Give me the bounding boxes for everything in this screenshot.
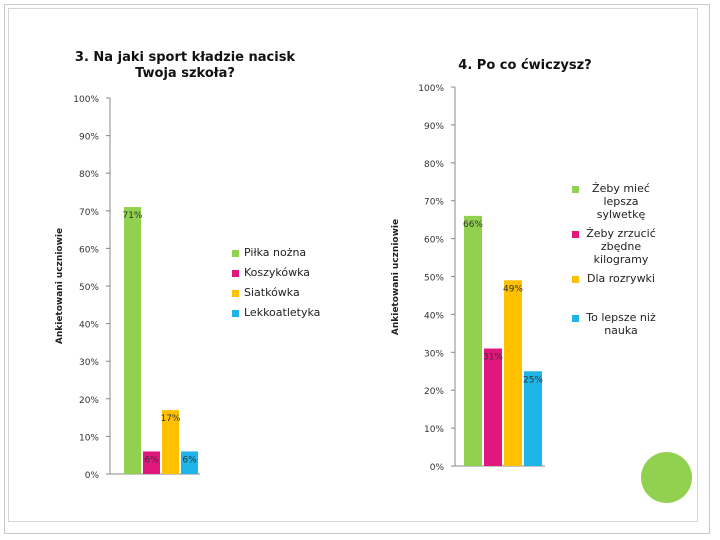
chart2-data-label: 49% [503, 284, 523, 294]
legend-item: Dla rozrywki [572, 272, 658, 285]
slide-frame [4, 4, 710, 534]
chart2-tick-label: 10% [424, 425, 444, 435]
chart1-y-label: Ankietowani uczniowie [55, 228, 65, 344]
chart1-bar [124, 207, 141, 475]
legend-label: Piłka nożna [244, 246, 307, 259]
legend-swatch [232, 250, 239, 257]
legend-swatch [572, 276, 579, 283]
legend-swatch [572, 315, 579, 322]
chart1-bar [162, 410, 179, 474]
legend-item: Koszykówka [232, 266, 320, 279]
legend-swatch [232, 270, 239, 277]
legend-label: To lepsze niż nauka [586, 311, 656, 337]
chart1-tick-label: 70% [79, 208, 99, 218]
chart2-tick-label: 100% [418, 84, 444, 94]
chart2-data-label: 25% [523, 375, 543, 385]
chart2-tick-label: 90% [424, 122, 444, 132]
chart2-bar [464, 215, 482, 466]
chart1-data-label: 6% [182, 455, 197, 465]
chart2-data-label: 66% [463, 220, 483, 230]
legend-label: Dla rozrywki [586, 272, 655, 285]
legend-swatch [572, 231, 579, 238]
chart1-tick-label: 90% [79, 133, 99, 143]
legend-item: To lepsze niż nauka [572, 311, 658, 337]
chart2-y-label: Ankietowani uczniowie [391, 219, 401, 335]
chart1-tick-label: 20% [79, 396, 99, 406]
chart2-tick-label: 0% [430, 463, 445, 473]
legend-label: Koszykówka [244, 266, 311, 279]
legend-item: Lekkoatletyka [232, 306, 320, 319]
chart1-tick-label: 100% [73, 95, 99, 105]
chart1-tick-label: 30% [79, 358, 99, 368]
legend-label: Siatkówka [244, 286, 300, 299]
chart2-title: 4. Po co ćwiczysz? [458, 58, 592, 73]
chart1-tick-label: 40% [79, 321, 99, 331]
chart1-data-label: 17% [160, 414, 180, 424]
legend-item: Żeby zrzucić zbędne kilogramy [572, 227, 658, 266]
chart1-data-label: 71% [122, 211, 142, 221]
chart2-bar [484, 348, 502, 466]
legend-label: Żeby zrzucić zbędne kilogramy [586, 227, 656, 266]
chart1-bar [143, 451, 160, 474]
chart1-tick-label: 50% [79, 283, 99, 293]
chart1-tick-label: 0% [85, 471, 100, 481]
chart2-tick-label: 40% [424, 311, 444, 321]
legend-label: Żeby mieć lepsza sylwetkę [592, 182, 650, 221]
chart2-bar [504, 280, 522, 466]
legend-item: Piłka nożna [232, 246, 320, 259]
chart1-data-label: 6% [144, 455, 159, 465]
chart1-tick-label: 60% [79, 245, 99, 255]
legend-item: Żeby mieć lepsza sylwetkę [572, 182, 658, 221]
chart1-tick-label: 80% [79, 170, 99, 180]
chart1-bar [181, 451, 198, 474]
chart1-tick-label: 10% [79, 433, 99, 443]
chart2-tick-label: 80% [424, 160, 444, 170]
chart1-legend: Piłka nożna Koszykówka Siatkówka Lekkoat… [232, 246, 320, 326]
chart2-tick-label: 60% [424, 236, 444, 246]
legend-swatch [232, 290, 239, 297]
legend-swatch [572, 186, 579, 193]
legend-swatch [232, 310, 239, 317]
legend-label: Lekkoatletyka [244, 306, 321, 319]
slide-inner-frame [8, 8, 698, 522]
chart2-tick-label: 70% [424, 198, 444, 208]
chart2-tick-label: 30% [424, 349, 444, 359]
chart2-tick-label: 50% [424, 274, 444, 284]
chart2-tick-label: 20% [424, 387, 444, 397]
chart1-title: 3. Na jaki sport kładzie nacisk Twoja sz… [74, 50, 296, 81]
chart2-bar [524, 371, 542, 466]
decorative-circle [641, 452, 692, 503]
chart2-legend: Żeby mieć lepsza sylwetkę Żeby zrzucić z… [572, 182, 658, 344]
chart2-data-label: 31% [483, 353, 503, 363]
legend-item: Siatkówka [232, 286, 320, 299]
